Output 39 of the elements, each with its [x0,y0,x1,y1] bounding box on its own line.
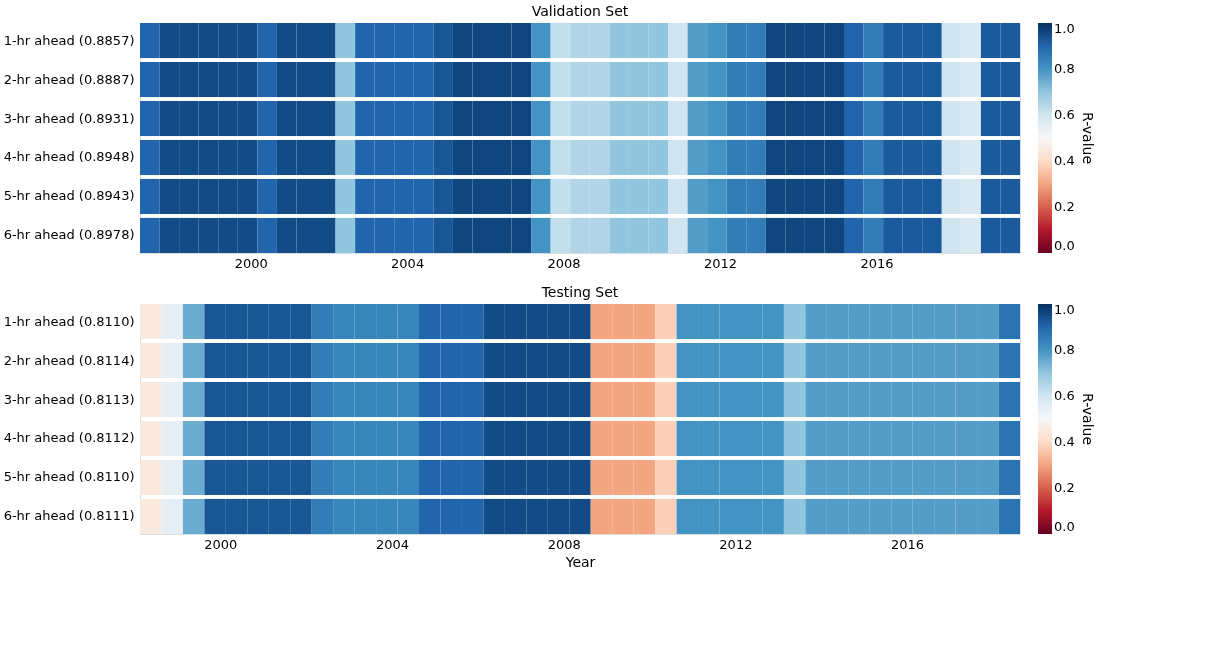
color-bar-title: R-value [1080,111,1096,165]
x-tick-label: 2016 [860,255,894,271]
chart-title: Testing Set [540,284,619,300]
y-tick-label: 6-hr ahead (0.8978) [3,227,135,243]
color-bar-label: 0.6 [1054,107,1075,122]
color-bar-label: 0.0 [1054,519,1075,534]
color-bar-label: 0.6 [1054,388,1075,403]
x-tick-label: 2012 [719,536,753,552]
color-bar-label: 0.2 [1054,199,1075,214]
x-axis-title: Year [564,553,596,570]
x-tick-label: 2000 [234,255,268,271]
color-bar-label: 0.8 [1054,61,1075,76]
color-bar-title: R-value [1080,392,1096,446]
color-bar-label: 0.0 [1054,238,1075,253]
x-tick-label: 2016 [891,536,925,552]
color-bar-label: 0.4 [1054,153,1075,168]
y-tick-label: 5-hr ahead (0.8943) [3,188,135,204]
x-tick-label: 2008 [547,255,581,271]
color-bar-label: 1.0 [1054,302,1075,317]
y-tick-label: 2-hr ahead (0.8114) [3,352,135,368]
x-tick-label: 2000 [204,536,238,552]
y-tick-label: 3-hr ahead (0.8113) [3,391,135,407]
color-bar-label: 0.8 [1054,342,1075,357]
y-tick-label: 2-hr ahead (0.8887) [3,71,135,87]
y-tick-label: 5-hr ahead (0.8110) [3,469,135,485]
y-tick-label: 4-hr ahead (0.8112) [3,430,135,446]
x-tick-label: 2012 [703,255,738,271]
color-bar-label: 0.2 [1054,480,1075,495]
x-tick-label: 2008 [547,536,581,552]
y-tick-label: 4-hr ahead (0.8948) [3,149,135,165]
color-bar-label: 1.0 [1054,21,1075,36]
x-tick-label: 2004 [375,536,410,552]
y-tick-label: 1-hr ahead (0.8857) [3,32,135,48]
y-tick-label: 1-hr ahead (0.8110) [3,313,135,329]
x-tick-label: 2004 [391,255,425,271]
color-bar-label: 0.4 [1054,434,1075,449]
y-tick-label: 3-hr ahead (0.8931) [3,110,135,126]
y-tick-label: 6-hr ahead (0.8111) [3,508,135,524]
chart-title: Validation Set [531,3,629,19]
